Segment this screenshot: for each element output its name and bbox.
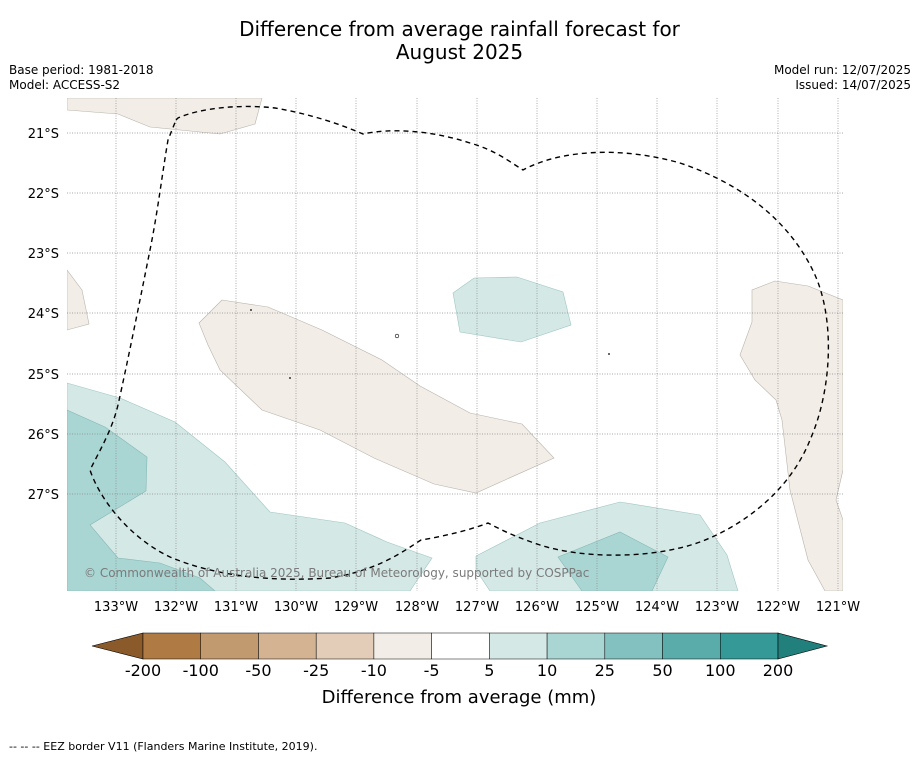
colorbar-bin	[489, 632, 548, 660]
longitude-label: 126°W	[515, 600, 559, 615]
small-contour-marker	[289, 377, 291, 379]
issued-text: Issued: 14/07/2025	[795, 78, 911, 92]
colorbar-bin	[720, 632, 779, 660]
latitude-label: 22°S	[28, 187, 59, 202]
map-title: Difference from average rainfall forecas…	[0, 18, 919, 64]
wet-region-southwest-strong	[67, 409, 216, 591]
colorbar-tick-label: 50	[652, 661, 672, 680]
dry-region-central	[198, 299, 555, 494]
colorbar-label: Difference from average (mm)	[322, 687, 597, 708]
colorbar	[91, 632, 829, 660]
longitude-label: 133°W	[94, 600, 138, 615]
longitude-label: 129°W	[334, 600, 378, 615]
longitude-label: 125°W	[575, 600, 619, 615]
eez-border	[89, 105, 830, 580]
colorbar-bin	[315, 632, 375, 660]
dry-region-west-edge	[67, 269, 90, 331]
small-contour-marker	[608, 353, 610, 355]
longitude-label: 122°W	[756, 600, 800, 615]
longitude-label: 128°W	[395, 600, 439, 615]
latitude-label: 25°S	[28, 368, 59, 383]
colorbar-tick-label: -100	[183, 661, 219, 680]
model-text: Model: ACCESS-S2	[9, 78, 121, 92]
model-run-text: Model run: 12/07/2025	[773, 63, 911, 77]
colorbar-extend-low	[91, 632, 144, 660]
colorbar-ticks: -200 -100 -50 -25 -10 -5 5 10 25 50 100 200	[125, 661, 793, 680]
latitude-axis: 21°S 22°S 23°S 24°S 25°S 26°S 27°S	[28, 127, 59, 503]
longitude-label: 130°W	[274, 600, 318, 615]
colorbar-tick-label: -50	[245, 661, 271, 680]
wet-region-central	[452, 276, 572, 343]
colorbar-bin	[258, 632, 317, 660]
colorbar-tick-label: -5	[424, 661, 440, 680]
graticule	[67, 98, 843, 591]
colorbar-bin	[431, 632, 490, 660]
latitude-label: 26°S	[28, 428, 59, 443]
colorbar-tick-label: 10	[537, 661, 557, 680]
latitude-label: 21°S	[28, 127, 59, 142]
colorbar-tick-label: -200	[125, 661, 161, 680]
colorbar-bin	[662, 632, 721, 660]
colorbar-bin	[373, 632, 432, 660]
small-contour-marker	[394, 333, 400, 339]
longitude-axis: 133°W 132°W 131°W 130°W 129°W 128°W 127°W 126°W…	[94, 600, 860, 615]
colorbar-tick-label: 25	[595, 661, 615, 680]
longitude-label: 121°W	[816, 600, 860, 615]
colorbar-tick-label: -10	[361, 661, 387, 680]
colorbar-extend-high	[777, 632, 829, 660]
colorbar-bin	[200, 632, 259, 660]
longitude-label: 131°W	[214, 600, 258, 615]
forecast-info-right: Model run: 12/07/2025 Issued: 14/07/2025	[774, 63, 911, 93]
latitude-label: 27°S	[28, 488, 59, 503]
eez-legend-note: -- -- -- EEZ border V11 (Flanders Marine…	[9, 740, 318, 753]
colorbar-bin	[546, 632, 606, 660]
dry-region-east	[739, 280, 843, 591]
base-period-text: Base period: 1981-2018	[9, 63, 154, 77]
longitude-label: 127°W	[455, 600, 499, 615]
colorbar-tick-label: 100	[705, 661, 736, 680]
colorbar-tick-label: -25	[303, 661, 329, 680]
longitude-label: 132°W	[154, 600, 198, 615]
colorbar-bin	[604, 632, 663, 660]
dry-region-north	[67, 98, 263, 135]
forecast-info-left: Base period: 1981-2018 Model: ACCESS-S2	[9, 63, 154, 93]
colorbar-tick-label: 200	[763, 661, 794, 680]
latitude-label: 23°S	[28, 247, 59, 262]
copyright-notice: © Commonwealth of Australia 2025, Bureau…	[84, 566, 589, 580]
wet-region-southwest	[67, 382, 433, 591]
small-contour-marker	[250, 309, 252, 311]
colorbar-bin	[142, 632, 201, 660]
title-line-2: August 2025	[395, 40, 524, 64]
wet-region-southeast-strong	[557, 531, 669, 591]
latitude-label: 24°S	[28, 307, 59, 322]
title-line-1: Difference from average rainfall forecas…	[239, 17, 680, 41]
map-area: © Commonwealth of Australia 2025, Bureau…	[67, 98, 843, 591]
colorbar-tick-label: 5	[484, 661, 494, 680]
longitude-label: 124°W	[635, 600, 679, 615]
longitude-label: 123°W	[695, 600, 739, 615]
